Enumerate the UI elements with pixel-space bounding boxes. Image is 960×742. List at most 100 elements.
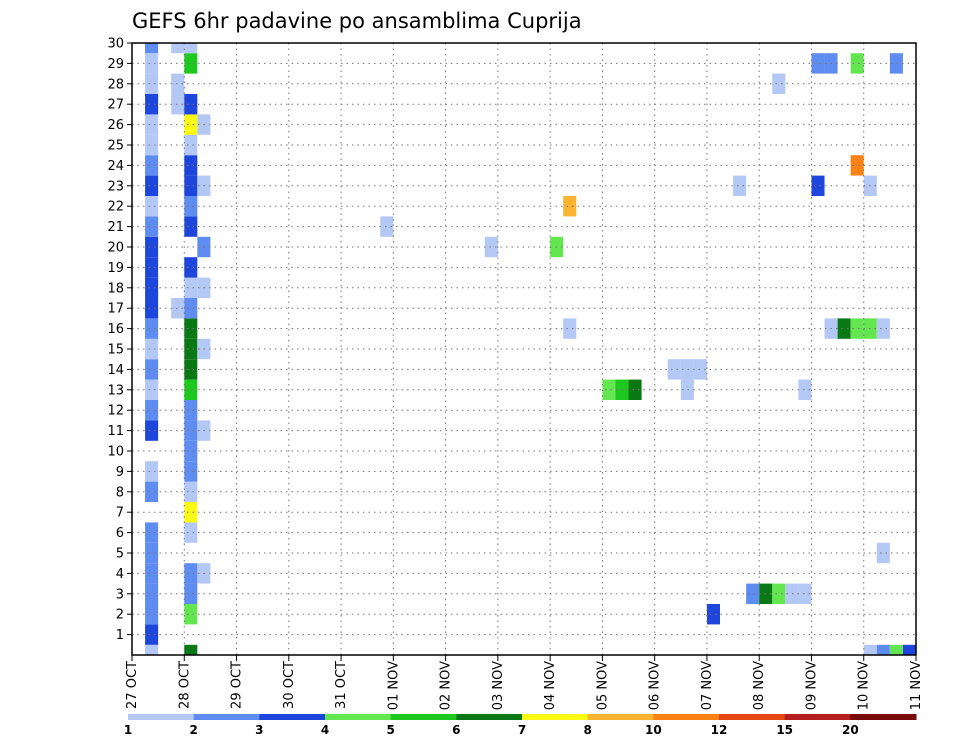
legend-label: 1 bbox=[124, 723, 132, 737]
y-tick-label: 30 bbox=[107, 37, 124, 52]
y-tick-label: 2 bbox=[116, 608, 124, 623]
y-tick-label: 19 bbox=[107, 261, 124, 276]
heatmap-cell bbox=[837, 318, 851, 339]
y-tick-label: 21 bbox=[107, 220, 124, 235]
legend-label: 15 bbox=[776, 723, 793, 737]
legend-label: 3 bbox=[255, 723, 263, 737]
x-tick-label: 08 NOV bbox=[752, 661, 767, 710]
y-axis: 1234567891011121314151617181920212223242… bbox=[107, 37, 132, 643]
heatmap-cell bbox=[184, 216, 198, 237]
heatmap-cell bbox=[145, 94, 159, 115]
y-tick-label: 14 bbox=[107, 363, 124, 378]
x-tick-label: 03 NOV bbox=[491, 661, 506, 710]
y-tick-label: 26 bbox=[107, 118, 124, 133]
x-tick-label: 27 OCT bbox=[125, 661, 140, 709]
heatmap-cell bbox=[145, 216, 159, 237]
heatmap-cell bbox=[145, 461, 159, 482]
y-tick-label: 18 bbox=[107, 281, 124, 296]
x-tick-label: 06 NOV bbox=[648, 661, 663, 710]
heatmap-cell bbox=[798, 379, 812, 400]
y-tick-label: 11 bbox=[107, 424, 124, 439]
heatmap-cell bbox=[484, 236, 498, 258]
heatmap-cell bbox=[889, 644, 903, 655]
heatmap-cell bbox=[145, 43, 159, 54]
legend-label: 6 bbox=[452, 723, 460, 737]
heatmap-cell bbox=[902, 644, 916, 655]
heatmap-cell bbox=[145, 114, 159, 135]
y-tick-label: 17 bbox=[107, 302, 124, 317]
heatmap-cell bbox=[145, 400, 159, 421]
heatmap-cell bbox=[145, 542, 159, 564]
heatmap-cell bbox=[145, 644, 159, 655]
heatmap-cell bbox=[184, 257, 198, 278]
heatmap-cell bbox=[145, 73, 159, 94]
legend-swatch bbox=[390, 714, 457, 720]
y-tick-label: 13 bbox=[107, 383, 124, 398]
heatmap-cell bbox=[184, 298, 198, 319]
heatmap-cell bbox=[145, 522, 159, 543]
heatmap-cell bbox=[850, 155, 864, 176]
heatmap-cell bbox=[184, 277, 198, 298]
heatmap-cell bbox=[876, 644, 890, 655]
heatmap-cell bbox=[811, 53, 825, 74]
heatmap-cell bbox=[145, 563, 159, 584]
legend-swatch bbox=[193, 714, 260, 720]
heatmap-cell bbox=[876, 318, 890, 339]
y-tick-label: 8 bbox=[116, 485, 124, 500]
heatmap-cell bbox=[145, 155, 159, 176]
y-tick-label: 28 bbox=[107, 77, 124, 92]
x-tick-label: 01 NOV bbox=[386, 661, 401, 710]
legend-label: 7 bbox=[518, 723, 526, 737]
legend-label: 5 bbox=[386, 723, 394, 737]
heatmap-cell bbox=[145, 175, 159, 196]
heatmap-cell bbox=[184, 400, 198, 421]
legend-label: 8 bbox=[583, 723, 591, 737]
heatmap-cell bbox=[184, 522, 198, 543]
chart-title: GEFS 6hr padavine po ansamblima Cuprija bbox=[132, 9, 582, 33]
heatmap-cell bbox=[145, 277, 159, 298]
heatmap-cell bbox=[145, 236, 159, 258]
heatmap-cell bbox=[171, 43, 185, 54]
heatmap-cell bbox=[680, 379, 694, 400]
legend-swatch bbox=[325, 714, 392, 720]
heatmap-cell bbox=[145, 420, 159, 441]
heatmap-cell bbox=[184, 155, 198, 176]
heatmap-cell bbox=[850, 318, 864, 339]
heatmap-cell bbox=[602, 379, 616, 400]
x-tick-label: 30 OCT bbox=[282, 661, 297, 709]
x-tick-label: 09 NOV bbox=[804, 661, 819, 710]
legend-label: 4 bbox=[321, 723, 329, 737]
heatmap-cell bbox=[145, 298, 159, 319]
heatmap-cell bbox=[184, 318, 198, 339]
legend-label: 2 bbox=[189, 723, 197, 737]
y-tick-label: 3 bbox=[116, 587, 124, 602]
heatmap-cell bbox=[772, 583, 786, 604]
heatmap-cell bbox=[628, 379, 642, 400]
y-tick-label: 7 bbox=[116, 506, 124, 521]
y-tick-label: 9 bbox=[116, 465, 124, 480]
heatmap-cell bbox=[733, 175, 747, 196]
heatmap-cell bbox=[850, 53, 864, 74]
heatmap-cell bbox=[863, 644, 877, 655]
heatmap-cell bbox=[184, 94, 198, 115]
heatmap-cell bbox=[145, 134, 159, 156]
heatmap-cell bbox=[171, 73, 185, 94]
heatmap-cell bbox=[184, 53, 198, 74]
x-tick-label: 10 NOV bbox=[857, 661, 872, 710]
heatmap-cell bbox=[171, 94, 185, 115]
y-tick-label: 23 bbox=[107, 179, 124, 194]
x-tick-label: 31 OCT bbox=[334, 661, 349, 709]
heatmap-cell bbox=[184, 440, 198, 462]
heatmap-cell bbox=[680, 359, 694, 380]
heatmap-cell bbox=[184, 481, 198, 502]
y-tick-label: 29 bbox=[107, 57, 124, 72]
legend-swatch bbox=[587, 714, 654, 720]
heatmap-cell bbox=[184, 583, 198, 604]
x-tick-label: 29 OCT bbox=[230, 661, 245, 709]
x-axis: 27 OCT 28 OCT 29 OCT 30 OCT 31 OCT 01 NOV 02 N… bbox=[125, 655, 924, 710]
legend-swatch bbox=[456, 714, 523, 720]
heatmap-cell bbox=[184, 502, 198, 523]
heatmap-cell bbox=[145, 359, 159, 380]
heatmap-cell bbox=[380, 216, 394, 237]
y-tick-label: 20 bbox=[107, 241, 124, 256]
